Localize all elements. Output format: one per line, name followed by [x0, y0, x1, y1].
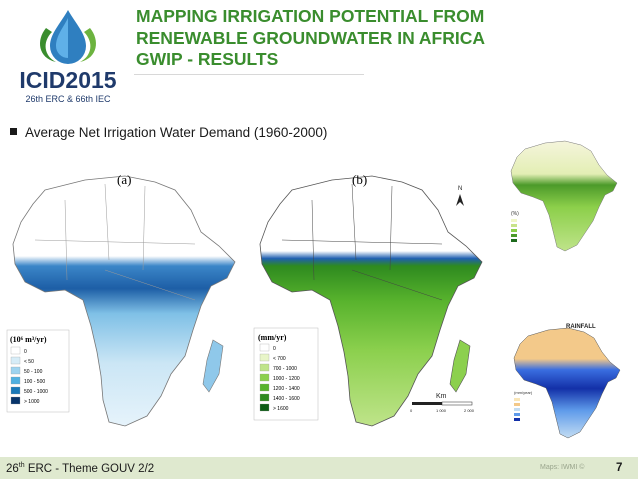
footer-sup: th [18, 462, 25, 469]
logo-subtitle: 26th ERC & 66th IEC [25, 94, 111, 104]
legend-swatch [259, 343, 270, 352]
scale-tick-2: 2 000 [464, 408, 475, 413]
legend-label: 1000 - 1200 [273, 376, 300, 382]
map-a: (a) (10⁶ m³/yr) 0 < 50 50 - 100 100 - 500 50… [6, 172, 236, 427]
bullet-text: Average Net Irrigation Water Demand (196… [25, 125, 328, 140]
scale-tick-0: 0 [410, 408, 413, 413]
legend-swatch [259, 403, 270, 412]
legend-label: 1400 - 1600 [273, 396, 300, 402]
legend-b-title: (mm/yr) [258, 333, 287, 342]
icid-logo: ICID2015 26th ERC & 66th IEC [8, 6, 128, 108]
legend-a-title: (10⁶ m³/yr) [10, 335, 47, 344]
legend-swatch [259, 383, 270, 392]
africa-shape-b [259, 175, 483, 427]
map-b-label: (b) [352, 172, 367, 187]
legend-swatch [10, 356, 21, 365]
legend-d-title: (mm/year) [514, 390, 533, 395]
title-line-1: MAPPING IRRIGATION POTENTIAL FROM [136, 6, 485, 26]
legend-swatch [10, 396, 21, 405]
page-number: 7 [616, 462, 623, 474]
map-c: (%) [510, 140, 618, 252]
map-b: (b) N (mm/yr) 0 < 700 700 - 1000 1000 - 120… [253, 172, 483, 427]
africa-shape-d [513, 327, 621, 439]
scale-label: Km [436, 393, 447, 400]
bullet-point: Average Net Irrigation Water Demand (196… [10, 125, 327, 140]
logo-text: ICID2015 [19, 67, 116, 93]
legend-swatch [10, 366, 21, 375]
legend-label: 0 [273, 346, 276, 352]
legend-label: > 1600 [273, 406, 289, 412]
africa-shape-c [510, 140, 618, 252]
map-d: RAINFALL (mm/year) [513, 324, 621, 439]
bullet-square-icon [10, 128, 17, 135]
footer-credit: Maps: IWMI © [540, 464, 585, 471]
north-arrow-icon: N [456, 186, 464, 206]
legend-label: 1200 - 1400 [273, 386, 300, 392]
legend-label: 700 - 1000 [273, 366, 297, 372]
footer-rest: ERC - Theme GOUV 2/2 [24, 462, 155, 475]
map-d-label: RAINFALL [566, 324, 596, 330]
scale-bar: Km 0 1 000 2 000 [410, 393, 475, 413]
africa-shape-a [12, 175, 236, 427]
legend-swatch [259, 393, 270, 402]
scale-tick-1: 1 000 [436, 408, 447, 413]
legend-label: < 50 [24, 359, 34, 365]
madagascar-shape-a [202, 339, 224, 393]
legend-label: 100 - 500 [24, 379, 45, 385]
title-divider [134, 74, 364, 75]
footer-bar [0, 457, 638, 479]
legend-swatch [10, 346, 21, 355]
legend-swatch [10, 386, 21, 395]
legend-c-title: (%) [511, 211, 519, 217]
madagascar-shape-b [449, 339, 471, 393]
map-a-label: (a) [117, 172, 131, 187]
legend-label: < 700 [273, 356, 286, 362]
title-line-2: RENEWABLE GROUNDWATER IN AFRICA [136, 27, 486, 48]
legend-label: 50 - 100 [24, 369, 43, 375]
svg-text:N: N [458, 186, 462, 192]
legend-swatch [10, 376, 21, 385]
footer-number: 26 [6, 462, 19, 475]
legend-swatch [259, 363, 270, 372]
legend-swatch [259, 353, 270, 362]
legend-label: 500 - 1000 [24, 389, 48, 395]
footer-theme: 26th ERC - Theme GOUV 2/2 [6, 462, 154, 475]
legend-label: > 1000 [24, 399, 40, 405]
title-line-3: GWIP - RESULTS [136, 49, 279, 69]
legend-swatch [259, 373, 270, 382]
legend-label: 0 [24, 349, 27, 355]
slide-title: MAPPING IRRIGATION POTENTIAL FROM RENEWA… [136, 6, 576, 71]
